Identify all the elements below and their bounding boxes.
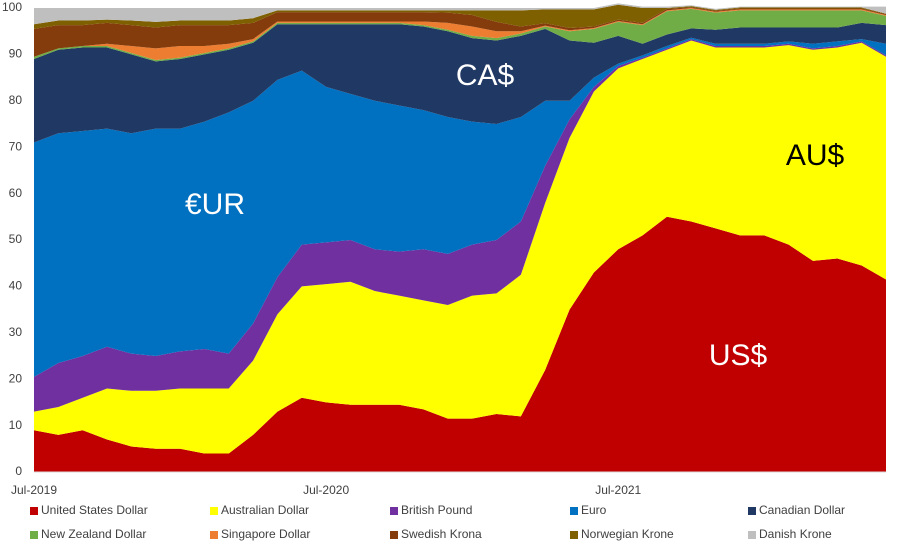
legend-swatch [390,531,398,539]
legend-label: British Pound [401,503,472,517]
annotation: €UR [185,188,245,221]
legend-swatch [30,531,38,539]
legend-swatch [390,507,398,515]
legend-swatch [210,507,218,515]
legend-swatch [570,531,578,539]
legend-label: United States Dollar [41,503,148,517]
area [34,3,886,25]
y-tick-label: 20 [9,371,23,385]
legend-label: Australian Dollar [221,503,309,517]
legend-label: Norwegian Krone [581,527,674,541]
area [34,7,886,57]
y-tick-label: 70 [9,139,23,153]
y-tick-label: 50 [9,232,23,246]
area [34,39,886,412]
area [34,40,886,454]
area [34,8,886,62]
area [34,22,886,143]
legend-label: Swedish Krona [401,527,482,541]
area [34,37,886,377]
annotation: US$ [709,339,768,372]
legend-label: New Zealand Dollar [41,527,146,541]
annotation: CA$ [456,59,515,92]
y-tick-label: 100 [2,0,22,14]
legend-label: Canadian Dollar [759,503,845,517]
y-tick-label: 30 [9,325,23,339]
y-tick-label: 80 [9,93,23,107]
x-tick-label: Jul-2019 [11,483,57,497]
y-tick-label: 60 [9,186,23,200]
x-tick-label: Jul-2020 [303,483,349,497]
legend-label: Euro [581,503,607,517]
area [34,4,886,29]
area [34,216,886,472]
y-tick-label: 40 [9,279,23,293]
annotation: AU$ [786,139,845,172]
y-tick-label: 90 [9,47,23,61]
x-tick-label: Jul-2021 [595,483,641,497]
legend-swatch [30,507,38,515]
legend-swatch [210,531,218,539]
legend-swatch [748,531,756,539]
legend-swatch [570,507,578,515]
legend-swatch [748,507,756,515]
legend-label: Danish Krone [759,527,832,541]
legend-label: Singapore Dollar [221,527,310,541]
y-tick-label: 0 [15,464,22,478]
y-tick-label: 10 [9,418,23,432]
